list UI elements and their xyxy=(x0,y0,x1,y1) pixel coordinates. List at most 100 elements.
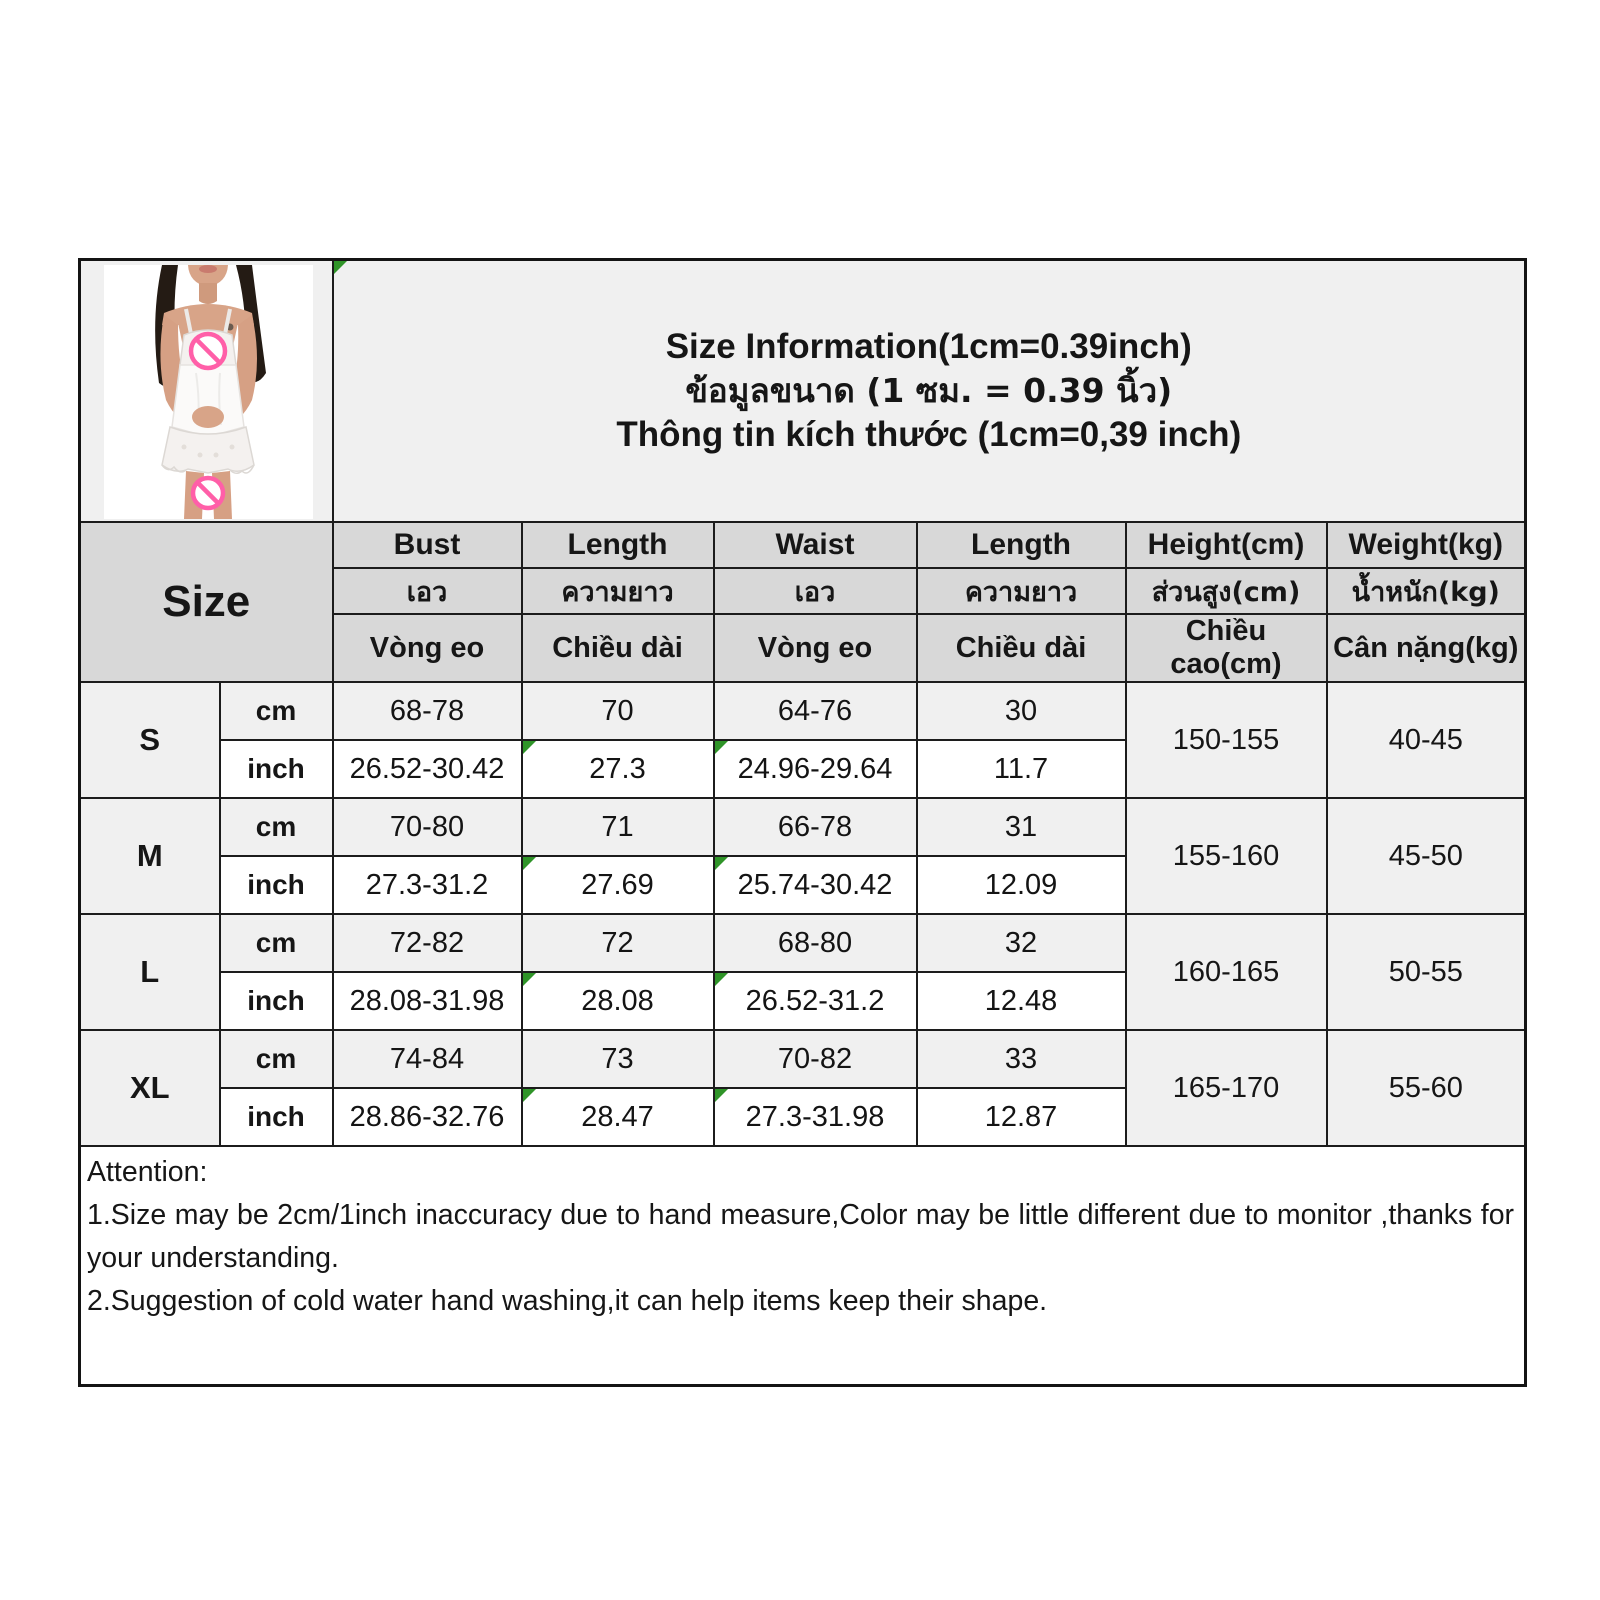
l-inch-length1: 28.08 xyxy=(520,971,715,1031)
neck xyxy=(199,283,217,304)
no-photography-badge-bottom xyxy=(190,475,226,511)
notes-row: Attention: 1.Size may be 2cm/1inch inacc… xyxy=(78,1145,1527,1386)
m-height: 155-160 xyxy=(1124,797,1328,915)
l-cm-length1: 72 xyxy=(520,913,715,973)
green-corner-marker-icon xyxy=(715,858,728,870)
size-chart-sheet: Size Information(1cm=0.39inch) ข้อมูลขนา… xyxy=(78,258,1528,1387)
unit-label: cm xyxy=(218,913,334,973)
xl-cm-bust: 74-84 xyxy=(331,1029,523,1089)
unit-label: cm xyxy=(218,797,334,857)
model-illustration xyxy=(104,265,313,519)
col-header-length1-th: ความยาว xyxy=(520,567,715,615)
m-cm-waist: 66-78 xyxy=(712,797,918,857)
col-header-bust-en: Bust xyxy=(331,521,523,569)
xl-inch-bust: 28.86-32.76 xyxy=(331,1087,523,1147)
s-cm-length2: 30 xyxy=(915,681,1127,741)
s-height: 150-155 xyxy=(1124,681,1328,799)
unit-label: cm xyxy=(218,681,334,741)
note-line-2: 2.Suggestion of cold water hand washing,… xyxy=(87,1285,1048,1317)
no-photography-badge-top xyxy=(188,331,228,371)
size-label-m: M xyxy=(78,797,221,915)
col-header-bust-vi: Vòng eo xyxy=(331,613,523,683)
row-xl-cm: XL cm 74-84 73 70-82 33 165-170 55-60 xyxy=(78,1029,1527,1147)
col-header-length1-en: Length xyxy=(520,521,715,569)
s-weight: 40-45 xyxy=(1325,681,1527,799)
product-photo xyxy=(104,265,313,519)
unit-label: inch xyxy=(218,855,334,915)
col-header-waist-en: Waist xyxy=(712,521,918,569)
size-header: Size xyxy=(78,521,334,683)
col-header-length2-vi: Chiều dài xyxy=(915,613,1127,683)
title-line-th: ข้อมูลขนาด (1 ซม. = 0.39 นิ้ว) xyxy=(685,371,1173,410)
lips xyxy=(199,265,217,273)
m-inch-length2: 12.09 xyxy=(915,855,1127,915)
m-inch-length1: 27.69 xyxy=(520,855,715,915)
col-header-waist-th: เอว xyxy=(712,567,918,615)
col-header-height-th: ส่วนสูง(cm) xyxy=(1124,567,1328,615)
xl-cm-length1: 73 xyxy=(520,1029,715,1089)
row-l-inch: inch 28.08-31.98 28.08 26.52-31.2 12.48 xyxy=(80,971,1526,1031)
size-label-l: L xyxy=(78,913,221,1031)
xl-inch-length1: 28.47 xyxy=(520,1087,715,1147)
m-weight: 45-50 xyxy=(1325,797,1527,915)
notes-cell: Attention: 1.Size may be 2cm/1inch inacc… xyxy=(78,1145,1527,1386)
photo-cell xyxy=(78,258,334,523)
green-corner-marker-icon xyxy=(715,974,728,986)
xl-inch-waist: 27.3-31.98 xyxy=(712,1087,918,1147)
l-cm-waist: 68-80 xyxy=(712,913,918,973)
xl-height: 165-170 xyxy=(1124,1029,1328,1147)
note-line-1: 1.Size may be 2cm/1inch inaccuracy due t… xyxy=(87,1199,1515,1274)
col-header-height-en: Height(cm) xyxy=(1124,521,1328,569)
green-corner-marker-icon xyxy=(523,1090,536,1102)
unit-label: inch xyxy=(218,739,334,799)
row-m-cm: M cm 70-80 71 66-78 31 155-160 45-50 xyxy=(78,797,1527,915)
face-chin xyxy=(188,265,228,287)
s-inch-length1: 27.3 xyxy=(520,739,715,799)
title-line-vi: Thông tin kích thước (1cm=0,39 inch) xyxy=(616,415,1242,454)
l-cm-length2: 32 xyxy=(915,913,1127,973)
green-corner-marker-icon xyxy=(523,742,536,754)
l-height: 160-165 xyxy=(1124,913,1328,1031)
xl-weight: 55-60 xyxy=(1325,1029,1527,1147)
m-inch-waist: 25.74-30.42 xyxy=(712,855,918,915)
row-m-inch: inch 27.3-31.2 27.69 25.74-30.42 12.09 xyxy=(80,855,1526,915)
green-corner-marker-icon xyxy=(523,858,536,870)
l-inch-waist: 26.52-31.2 xyxy=(712,971,918,1031)
s-cm-bust: 68-78 xyxy=(331,681,523,741)
size-label-xl: XL xyxy=(78,1029,221,1147)
l-cm-bust: 72-82 xyxy=(331,913,523,973)
green-corner-marker-icon xyxy=(523,974,536,986)
hands xyxy=(192,406,224,428)
row-s-inch: inch 26.52-30.42 27.3 24.96-29.64 11.7 xyxy=(80,739,1526,799)
s-cm-length1: 70 xyxy=(520,681,715,741)
unit-label: inch xyxy=(218,971,334,1031)
col-header-height-vi: Chiều cao(cm) xyxy=(1124,613,1328,683)
title-line-en: Size Information(1cm=0.39inch) xyxy=(665,327,1192,366)
notes-heading: Attention: xyxy=(87,1156,208,1188)
green-corner-marker-icon xyxy=(715,742,728,754)
col-header-weight-vi: Cân nặng(kg) xyxy=(1325,613,1527,683)
row-s-cm: S cm 68-78 70 64-76 30 150-155 40-45 xyxy=(78,681,1527,799)
row-xl-inch: inch 28.86-32.76 28.47 27.3-31.98 12.87 xyxy=(80,1087,1526,1147)
s-cm-waist: 64-76 xyxy=(712,681,918,741)
header-row-en: Size Bust Length Waist Length Height(cm)… xyxy=(78,521,1527,683)
s-inch-length2: 11.7 xyxy=(915,739,1127,799)
header-row-th: เอว ความยาว เอว ความยาว ส่วนสูง(cm) น้ำห… xyxy=(80,567,1527,615)
lace-shorts xyxy=(161,425,255,474)
s-inch-bust: 26.52-30.42 xyxy=(331,739,523,799)
m-cm-bust: 70-80 xyxy=(331,797,523,857)
col-header-length2-th: ความยาว xyxy=(915,567,1127,615)
col-header-length2-en: Length xyxy=(915,521,1127,569)
m-inch-bust: 27.3-31.2 xyxy=(331,855,523,915)
header-row-vi: Vòng eo Chiều dài Vòng eo Chiều dài Chiề… xyxy=(80,613,1527,683)
col-header-bust-th: เอว xyxy=(331,567,523,615)
col-header-length1-vi: Chiều dài xyxy=(520,613,715,683)
col-header-waist-vi: Vòng eo xyxy=(712,613,918,683)
col-header-weight-en: Weight(kg) xyxy=(1325,521,1527,569)
size-table: Size Information(1cm=0.39inch) ข้อมูลขนา… xyxy=(78,258,1528,1387)
xl-cm-waist: 70-82 xyxy=(712,1029,918,1089)
xl-cm-length2: 33 xyxy=(915,1029,1127,1089)
green-corner-marker-icon xyxy=(334,261,347,274)
xl-inch-length2: 12.87 xyxy=(915,1087,1127,1147)
